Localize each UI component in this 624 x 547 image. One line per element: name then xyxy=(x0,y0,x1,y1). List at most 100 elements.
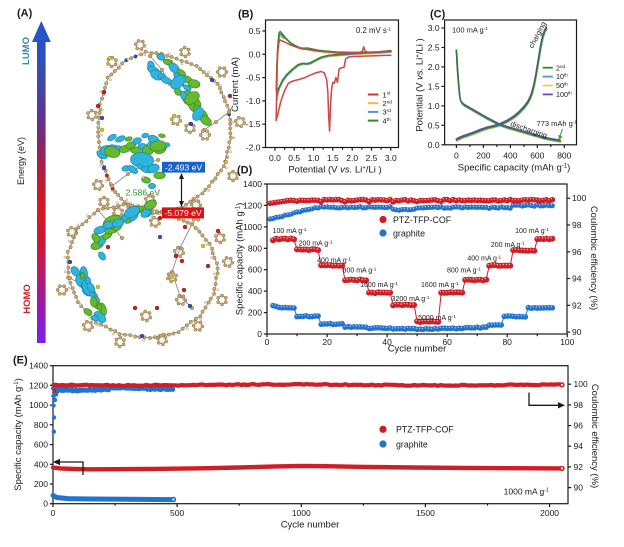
svg-text:1.0: 1.0 xyxy=(428,101,440,111)
svg-text:5000 mA g-1: 5000 mA g-1 xyxy=(418,314,456,322)
svg-text:Coulombic efficiency (%): Coulombic efficiency (%) xyxy=(588,206,599,310)
svg-text:2.0: 2.0 xyxy=(428,62,440,72)
svg-text:94: 94 xyxy=(574,441,584,451)
svg-text:600: 600 xyxy=(34,440,48,450)
svg-text:1600 mA g-1: 1600 mA g-1 xyxy=(421,281,459,289)
svg-text:400: 400 xyxy=(34,459,48,469)
svg-text:200: 200 xyxy=(34,479,48,489)
svg-text:Coulombic efficiency (%): Coulombic efficiency (%) xyxy=(589,384,600,488)
svg-text:(C): (C) xyxy=(430,9,446,21)
svg-text:Potential (V vs. Li+/Li ): Potential (V vs. Li+/Li ) xyxy=(288,165,381,176)
svg-text:0.0: 0.0 xyxy=(249,49,261,59)
svg-text:0: 0 xyxy=(257,329,262,339)
svg-text:2nd: 2nd xyxy=(383,99,393,108)
svg-text:92: 92 xyxy=(572,300,582,310)
svg-text:Specific capacity (mAh g-1): Specific capacity (mAh g-1) xyxy=(13,378,24,491)
svg-text:800 mA g-1: 800 mA g-1 xyxy=(343,266,377,274)
svg-text:50th: 50th xyxy=(556,81,568,90)
svg-text:Current (mA): Current (mA) xyxy=(230,57,241,112)
svg-text:1400: 1400 xyxy=(243,179,262,189)
svg-text:1200: 1200 xyxy=(243,200,262,210)
svg-text:100 mA g-1: 100 mA g-1 xyxy=(515,227,549,235)
svg-text:1.5: 1.5 xyxy=(327,153,339,163)
svg-text:800 mA g-1: 800 mA g-1 xyxy=(447,266,481,274)
svg-text:3.0: 3.0 xyxy=(428,23,440,33)
svg-text:400 mA g-1: 400 mA g-1 xyxy=(317,256,351,264)
svg-text:100: 100 xyxy=(574,379,588,389)
svg-text:2.5: 2.5 xyxy=(428,43,440,53)
svg-text:1000: 1000 xyxy=(292,508,311,518)
svg-text:1st: 1st xyxy=(383,90,392,99)
svg-text:2.586 eV: 2.586 eV xyxy=(126,187,161,197)
svg-text:1000 mA g-1: 1000 mA g-1 xyxy=(504,487,549,497)
svg-text:(B): (B) xyxy=(238,9,254,21)
svg-text:2.5: 2.5 xyxy=(366,153,378,163)
svg-text:98: 98 xyxy=(574,400,584,410)
svg-text:96: 96 xyxy=(572,247,582,257)
svg-text:Cycle number: Cycle number xyxy=(281,520,340,531)
svg-text:500: 500 xyxy=(170,508,184,518)
svg-text:90: 90 xyxy=(572,327,582,337)
svg-text:200: 200 xyxy=(248,308,262,318)
svg-text:0.5: 0.5 xyxy=(249,26,261,36)
svg-text:LUMO: LUMO xyxy=(21,37,32,65)
svg-text:2000: 2000 xyxy=(540,508,559,518)
svg-text:800: 800 xyxy=(248,243,262,253)
svg-text:10th: 10th xyxy=(556,72,568,81)
svg-text:200: 200 xyxy=(476,151,490,161)
svg-text:-1.0: -1.0 xyxy=(246,96,261,106)
svg-text:1.5: 1.5 xyxy=(428,81,440,91)
svg-text:400: 400 xyxy=(248,286,262,296)
svg-text:graphite: graphite xyxy=(396,439,428,449)
svg-text:PTZ-TFP-COF: PTZ-TFP-COF xyxy=(393,215,452,225)
svg-text:3200 mA g-1: 3200 mA g-1 xyxy=(392,295,430,303)
svg-text:3.0: 3.0 xyxy=(385,153,397,163)
svg-text:-0.5: -0.5 xyxy=(246,73,261,83)
svg-text:200 mA g-1: 200 mA g-1 xyxy=(299,239,333,247)
svg-text:0.5: 0.5 xyxy=(428,120,440,130)
svg-text:0.5: 0.5 xyxy=(288,153,300,163)
svg-text:100 mA g-1: 100 mA g-1 xyxy=(273,227,307,235)
svg-text:1000: 1000 xyxy=(29,400,48,410)
svg-text:0: 0 xyxy=(51,508,56,518)
svg-text:80: 80 xyxy=(502,337,512,347)
svg-text:100th: 100th xyxy=(556,90,572,99)
svg-text:1500: 1500 xyxy=(416,508,435,518)
svg-text:773 mAh g-1: 773 mAh g-1 xyxy=(537,119,578,128)
svg-text:100: 100 xyxy=(560,337,574,347)
svg-text:(E): (E) xyxy=(13,355,28,367)
svg-text:0.2 mV s-1: 0.2 mV s-1 xyxy=(356,26,391,35)
svg-text:90: 90 xyxy=(574,483,584,493)
svg-text:96: 96 xyxy=(574,421,584,431)
svg-text:600: 600 xyxy=(530,151,544,161)
svg-text:400: 400 xyxy=(503,151,517,161)
svg-text:Energy (eV): Energy (eV) xyxy=(16,137,26,185)
svg-text:1.0: 1.0 xyxy=(308,153,320,163)
svg-text:4th: 4th xyxy=(383,116,391,125)
svg-text:0: 0 xyxy=(265,337,270,347)
svg-text:20: 20 xyxy=(322,337,332,347)
svg-text:3rd: 3rd xyxy=(383,108,392,117)
svg-text:-2.0: -2.0 xyxy=(246,143,261,153)
svg-text:(D): (D) xyxy=(237,165,253,177)
svg-text:graphite: graphite xyxy=(393,228,425,238)
svg-text:0: 0 xyxy=(454,151,459,161)
svg-text:-5.079 eV: -5.079 eV xyxy=(164,208,202,218)
svg-text:-1.5: -1.5 xyxy=(246,119,261,129)
svg-text:1400: 1400 xyxy=(29,361,48,371)
svg-text:(A): (A) xyxy=(17,8,33,20)
svg-text:400 mA g-1: 400 mA g-1 xyxy=(467,254,501,262)
svg-text:1200: 1200 xyxy=(29,380,48,390)
svg-text:0: 0 xyxy=(43,499,48,509)
svg-text:1600 mA g-1: 1600 mA g-1 xyxy=(360,281,398,289)
svg-text:100: 100 xyxy=(572,193,586,203)
svg-text:600: 600 xyxy=(248,265,262,275)
svg-text:-2.493 eV: -2.493 eV xyxy=(165,162,203,172)
svg-text:98: 98 xyxy=(572,220,582,230)
svg-text:0.0: 0.0 xyxy=(269,153,281,163)
svg-text:800: 800 xyxy=(34,420,48,430)
svg-text:Specific capacity (mAh g-1): Specific capacity (mAh g-1) xyxy=(235,203,246,316)
svg-text:2.0: 2.0 xyxy=(346,153,358,163)
svg-text:2nd: 2nd xyxy=(556,63,566,72)
svg-text:800: 800 xyxy=(557,151,571,161)
